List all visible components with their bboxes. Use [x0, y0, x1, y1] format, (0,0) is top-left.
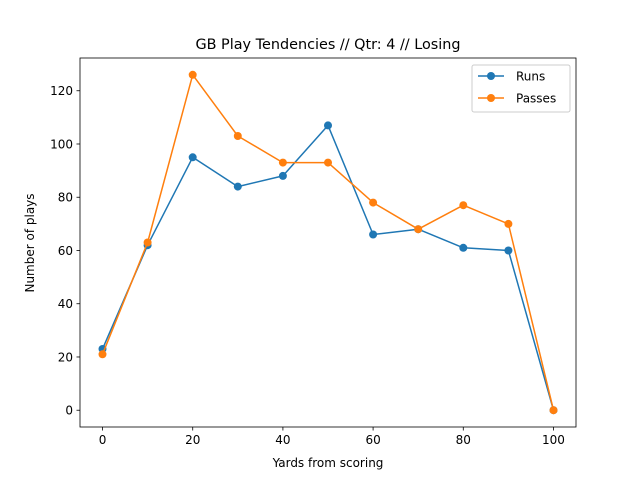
x-tick-label: 60: [365, 433, 380, 447]
data-point-runs: [324, 121, 332, 130]
y-tick-label: 40: [58, 297, 73, 311]
data-point-passes: [459, 201, 468, 210]
data-point-passes: [188, 70, 197, 79]
y-tick-label: 20: [58, 350, 73, 364]
x-tick-label: 20: [185, 433, 200, 447]
y-axis: 0 20 40 60 80 100 120: [50, 84, 80, 418]
x-tick-label: 40: [275, 433, 290, 447]
y-tick-label: 80: [58, 191, 73, 205]
legend-label-runs: Runs: [516, 70, 545, 84]
data-point-runs: [233, 182, 242, 191]
y-axis-title: Number of plays: [23, 193, 37, 292]
y-tick-label: 120: [50, 84, 73, 98]
data-point-passes: [504, 219, 513, 228]
legend: Runs Passes: [471, 64, 571, 113]
data-point-passes: [324, 158, 332, 167]
chart-title: GB Play Tendencies // Qtr: 4 // Losing: [195, 37, 460, 53]
plot-frame: [79, 57, 577, 428]
x-tick-label: 100: [542, 433, 565, 447]
data-point-passes: [98, 350, 107, 359]
data-point-runs: [369, 230, 378, 239]
x-tick-label: 80: [456, 433, 471, 447]
y-tick-label: 100: [50, 137, 73, 151]
data-point-passes: [549, 406, 558, 415]
y-tick-label: 60: [58, 244, 73, 258]
data-point-runs: [504, 246, 513, 255]
legend-marker-passes: [487, 94, 495, 102]
data-point-passes: [369, 198, 378, 207]
x-tick-label: 0: [99, 433, 107, 447]
data-point-runs: [459, 243, 468, 252]
data-point-passes: [414, 225, 423, 234]
y-tick-label: 0: [65, 404, 73, 418]
data-point-passes: [278, 158, 287, 167]
data-point-runs: [188, 153, 197, 162]
x-axis-title: Yards from scoring: [272, 456, 384, 470]
plot-area: [79, 57, 577, 428]
data-point-runs: [278, 171, 287, 180]
legend-label-passes: Passes: [516, 92, 556, 106]
data-point-passes: [233, 132, 242, 140]
x-axis: 0 20 40 60 80 100: [99, 427, 565, 447]
data-point-passes: [143, 238, 152, 247]
legend-marker-runs: [487, 72, 495, 80]
